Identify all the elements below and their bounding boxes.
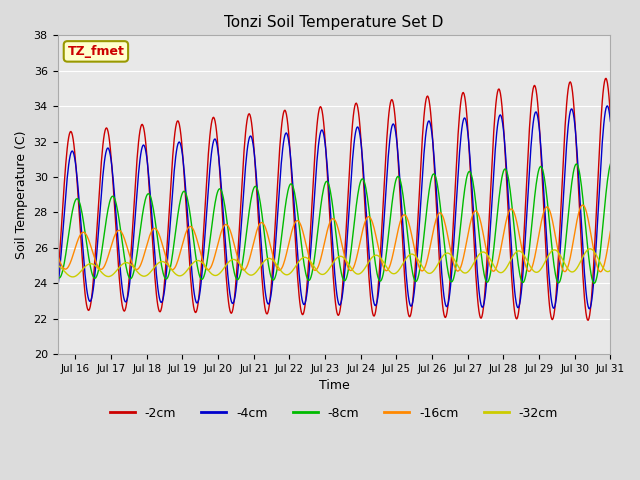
-16cm bbox=[221, 222, 229, 228]
-32cm bbox=[607, 267, 614, 273]
X-axis label: Time: Time bbox=[319, 379, 349, 392]
-32cm bbox=[563, 264, 570, 270]
-16cm bbox=[562, 268, 570, 274]
-8cm bbox=[333, 240, 340, 245]
-2cm bbox=[471, 262, 479, 267]
Line: -8cm: -8cm bbox=[58, 164, 611, 283]
-16cm bbox=[607, 228, 614, 234]
-4cm bbox=[580, 270, 588, 276]
-2cm bbox=[333, 310, 340, 315]
-16cm bbox=[174, 257, 182, 263]
-4cm bbox=[174, 141, 182, 147]
Line: -32cm: -32cm bbox=[58, 249, 611, 277]
-8cm bbox=[590, 280, 598, 286]
Title: Tonzi Soil Temperature Set D: Tonzi Soil Temperature Set D bbox=[224, 15, 444, 30]
Text: TZ_fmet: TZ_fmet bbox=[67, 45, 124, 58]
-8cm bbox=[54, 274, 61, 279]
-2cm bbox=[584, 317, 592, 323]
-4cm bbox=[333, 292, 340, 298]
-4cm bbox=[562, 153, 570, 158]
-2cm bbox=[602, 75, 610, 81]
-16cm bbox=[581, 205, 589, 211]
Line: -2cm: -2cm bbox=[58, 78, 611, 320]
-16cm bbox=[333, 222, 340, 228]
-8cm bbox=[572, 161, 580, 167]
-32cm bbox=[472, 256, 480, 262]
Y-axis label: Soil Temperature (C): Soil Temperature (C) bbox=[15, 131, 28, 259]
Line: -4cm: -4cm bbox=[58, 106, 611, 309]
-32cm bbox=[222, 262, 230, 268]
-4cm bbox=[471, 238, 479, 243]
-8cm bbox=[607, 161, 614, 167]
-32cm bbox=[581, 250, 589, 256]
-8cm bbox=[471, 195, 479, 201]
-32cm bbox=[54, 263, 61, 268]
-2cm bbox=[580, 295, 588, 300]
-2cm bbox=[221, 264, 229, 269]
-4cm bbox=[54, 287, 61, 292]
-32cm bbox=[334, 254, 342, 260]
-2cm bbox=[562, 111, 570, 117]
-16cm bbox=[471, 208, 479, 214]
-32cm bbox=[586, 246, 594, 252]
-2cm bbox=[54, 279, 61, 285]
Legend: -2cm, -4cm, -8cm, -16cm, -32cm: -2cm, -4cm, -8cm, -16cm, -32cm bbox=[105, 402, 563, 425]
-8cm bbox=[221, 207, 229, 213]
-4cm bbox=[604, 103, 611, 109]
-16cm bbox=[579, 202, 587, 208]
-4cm bbox=[221, 243, 229, 249]
-8cm bbox=[174, 212, 182, 217]
-2cm bbox=[174, 118, 182, 124]
-16cm bbox=[54, 252, 61, 258]
-32cm bbox=[175, 273, 182, 278]
-4cm bbox=[586, 306, 593, 312]
-32cm bbox=[68, 274, 76, 280]
-16cm bbox=[597, 269, 605, 275]
-2cm bbox=[607, 113, 614, 119]
-8cm bbox=[562, 238, 570, 243]
-8cm bbox=[581, 219, 589, 225]
-4cm bbox=[607, 119, 614, 124]
Line: -16cm: -16cm bbox=[58, 205, 611, 272]
